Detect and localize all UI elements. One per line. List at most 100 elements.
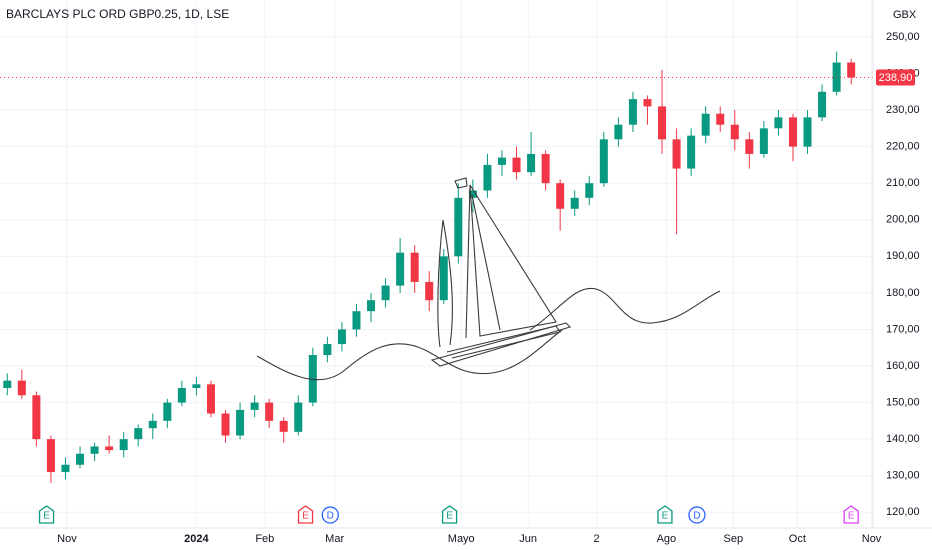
candle-body: [367, 300, 376, 312]
y-tick-label: 230,00: [886, 104, 920, 116]
y-tick-label: 220,00: [886, 141, 920, 153]
y-tick-label: 120,00: [886, 506, 920, 518]
y-tick-label: 160,00: [886, 360, 920, 372]
candle-body: [730, 124, 739, 140]
candle-body: [396, 252, 405, 286]
candle-body: [206, 384, 215, 414]
chart-title: BARCLAYS PLC ORD GBP0.25, 1D, LSE: [6, 7, 229, 21]
sail: [437, 219, 453, 348]
candle-body: [818, 91, 827, 118]
y-tick-label: 200,00: [886, 214, 920, 226]
candle-body: [163, 402, 172, 421]
candle-body: [46, 439, 55, 473]
event-label: E: [302, 511, 309, 522]
candle-body: [672, 139, 681, 169]
candle-body: [658, 106, 667, 140]
candle-body: [439, 256, 448, 301]
candle-body: [279, 420, 288, 432]
candle-body: [614, 124, 623, 140]
candle-body: [410, 252, 419, 282]
x-tick-label: Feb: [255, 533, 274, 545]
candle-body: [119, 439, 128, 451]
candle-body: [774, 117, 783, 129]
event-label: D: [693, 511, 700, 522]
currency: GBX: [893, 9, 917, 21]
x-tick-label: Mayo: [448, 533, 475, 545]
x-tick-label: Ago: [657, 533, 677, 545]
candle-body: [628, 99, 637, 125]
event-label: E: [848, 511, 855, 522]
event-label: E: [446, 511, 453, 522]
candle-body: [599, 139, 608, 184]
candle-body: [236, 409, 245, 436]
candles: [0, 51, 873, 484]
x-tick-label: 2024: [184, 533, 209, 545]
candle-body: [585, 183, 594, 198]
candle-body: [352, 311, 361, 330]
y-tick-label: 140,00: [886, 433, 920, 445]
candle-body: [454, 197, 463, 257]
event-label: D: [327, 511, 334, 522]
candle-body: [294, 402, 303, 432]
candle-body: [643, 99, 652, 107]
event-marker: [688, 506, 706, 524]
candle-body: [716, 113, 725, 125]
candle-body: [308, 355, 317, 403]
candle-body: [192, 384, 201, 388]
candle-body: [541, 153, 550, 184]
y-tick-label: 180,00: [886, 287, 920, 299]
candle-body: [337, 329, 346, 345]
x-tick-label: Mar: [325, 533, 344, 545]
x-tick-label: Oct: [789, 533, 806, 545]
y-tick-label: 170,00: [886, 323, 920, 335]
x-tick-label: Nov: [57, 533, 77, 545]
candle-body: [32, 395, 41, 440]
event-label: E: [43, 511, 50, 522]
y-tick-label: 250,00: [886, 31, 920, 43]
candle-body: [803, 117, 812, 147]
candle-body: [90, 446, 99, 454]
candle-body: [570, 197, 579, 209]
candle-body: [687, 135, 696, 169]
flag: [454, 177, 468, 189]
x-tick-label: 2: [593, 533, 599, 545]
candle-body: [788, 117, 797, 147]
event-marker: [843, 505, 859, 524]
candle-body: [745, 139, 754, 154]
event-label: E: [662, 511, 669, 522]
sail: [465, 184, 557, 339]
candle-body: [61, 464, 70, 473]
candle-body: [483, 164, 492, 191]
candle-body: [76, 453, 85, 465]
candle-body: [381, 285, 390, 301]
event-marker: [38, 505, 55, 524]
event-marker: [297, 505, 314, 524]
candle-body: [701, 113, 710, 136]
x-tick-label: Nov: [862, 533, 882, 545]
candle-body: [527, 153, 536, 173]
wave: [529, 287, 721, 331]
candle-body: [425, 281, 434, 301]
candle-body: [323, 344, 332, 356]
candle-body: [512, 157, 521, 173]
candle-body: [759, 128, 768, 154]
hull: [430, 322, 572, 367]
candle-body: [265, 402, 274, 421]
x-tick-label: Sep: [724, 533, 744, 545]
event-marker: [657, 505, 673, 524]
candle-body: [105, 446, 114, 451]
candle-body: [3, 380, 12, 388]
event-marker: [321, 506, 339, 524]
candle-body: [221, 413, 230, 436]
candle-body: [134, 428, 143, 440]
y-tick-label: 130,00: [886, 470, 920, 482]
candle-body: [556, 183, 565, 209]
y-tick-label: 210,00: [886, 177, 920, 189]
grid: [0, 0, 873, 528]
last-price-box: [876, 69, 915, 86]
candle-body: [468, 190, 477, 198]
